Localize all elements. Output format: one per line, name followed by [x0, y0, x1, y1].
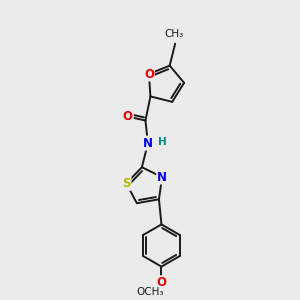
Text: O: O	[123, 110, 133, 123]
Text: O: O	[144, 68, 154, 80]
Text: CH₃: CH₃	[164, 29, 184, 39]
Text: O: O	[157, 276, 166, 289]
Text: S: S	[122, 177, 130, 190]
Text: N: N	[157, 171, 167, 184]
Text: H: H	[158, 137, 166, 147]
Text: N: N	[143, 136, 153, 150]
Text: OCH₃: OCH₃	[137, 287, 164, 297]
